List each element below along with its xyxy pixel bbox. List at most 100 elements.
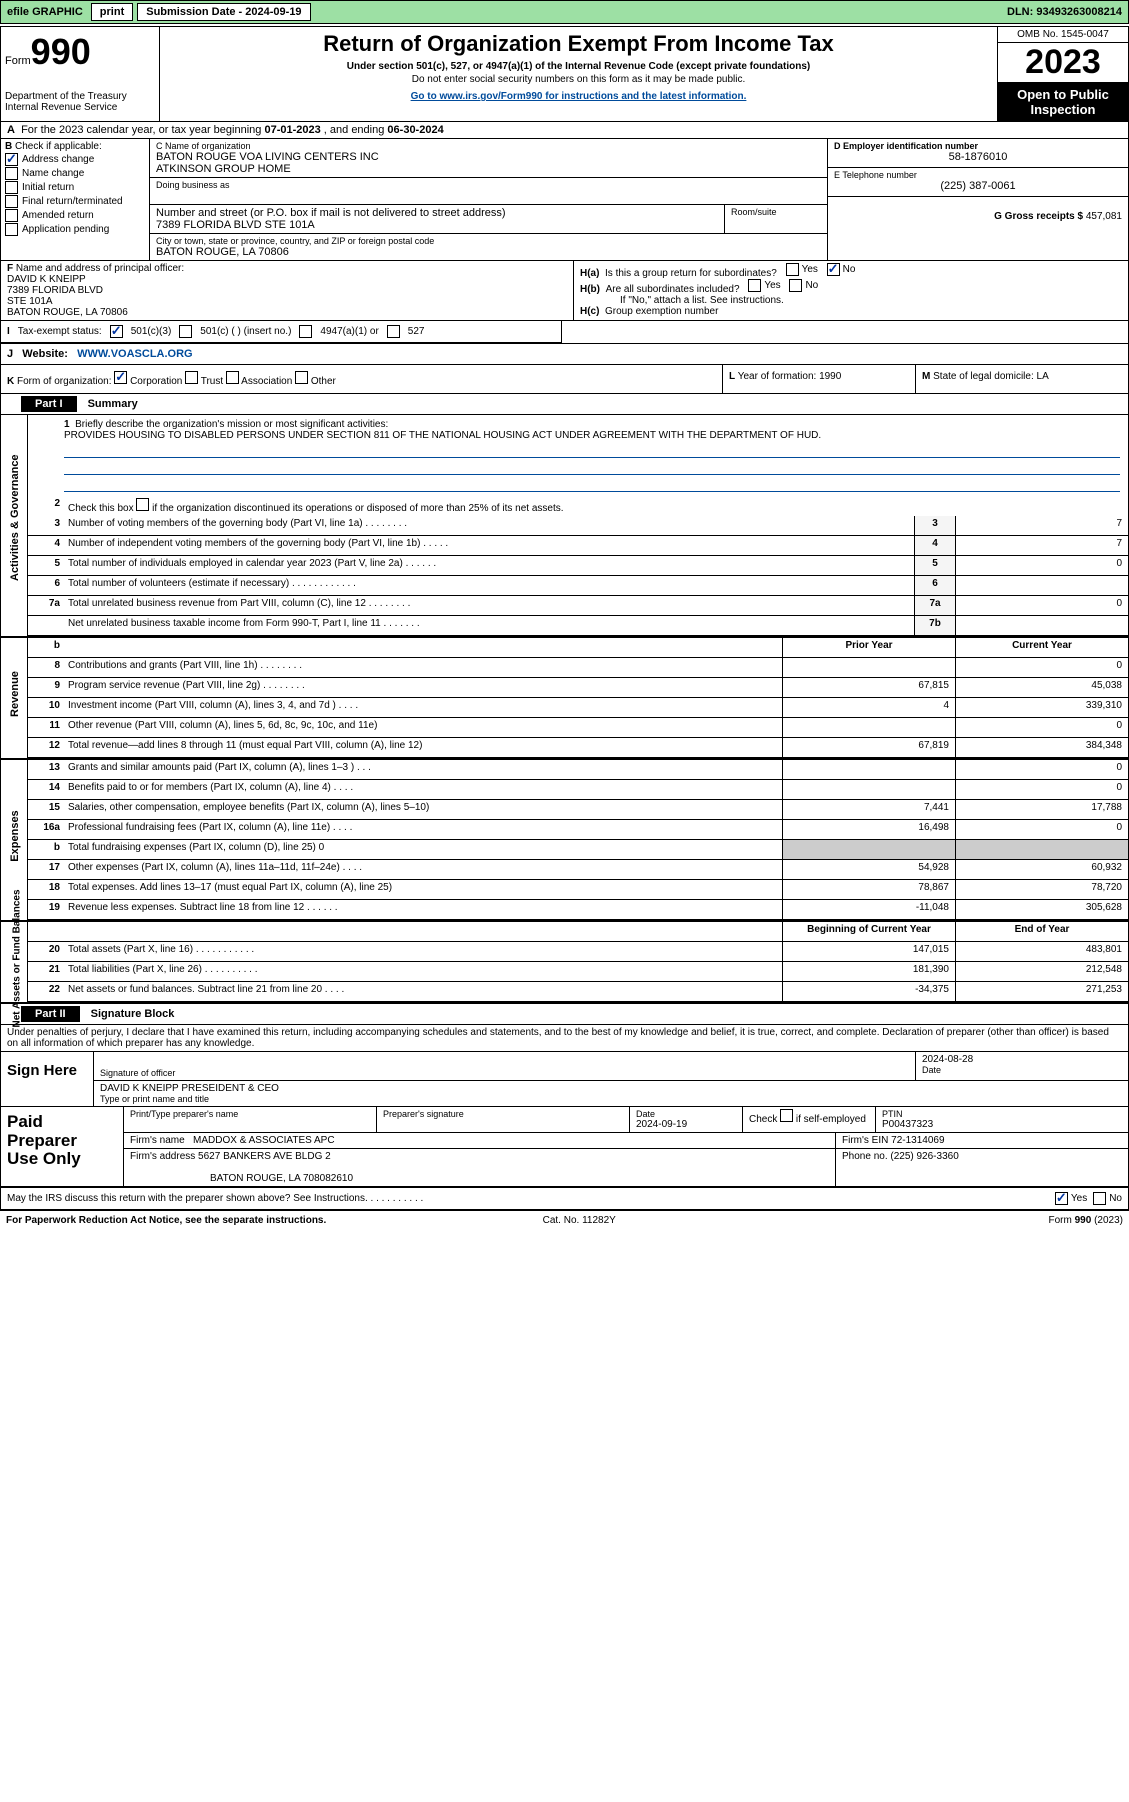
- chk-amended-return[interactable]: Amended return: [5, 209, 145, 222]
- summary-line: 7aTotal unrelated business revenue from …: [28, 596, 1128, 616]
- chk-other[interactable]: [295, 371, 308, 384]
- summary-line: 8Contributions and grants (Part VIII, li…: [28, 658, 1128, 678]
- website-link[interactable]: WWW.VOASCLA.ORG: [77, 348, 193, 360]
- sign-here-block: Sign Here Signature of officer 2024-08-2…: [1, 1052, 1128, 1107]
- chk-501c[interactable]: [179, 325, 192, 338]
- checkbox-icon: [789, 279, 802, 292]
- gross-receipts-cell: G Gross receipts $ 457,081: [828, 197, 1128, 237]
- checkbox-icon: [786, 263, 799, 276]
- tax-exempt-status: I Tax-exempt status: 501(c)(3) 501(c) ( …: [1, 321, 561, 343]
- form-container: Form990 Department of the Treasury Inter…: [0, 26, 1129, 1211]
- chk-discontinued[interactable]: [136, 498, 149, 511]
- header-left: Form990 Department of the Treasury Inter…: [1, 27, 160, 121]
- checkbox-icon: [5, 153, 18, 166]
- omb-number: OMB No. 1545-0047: [998, 27, 1128, 43]
- checkbox-icon: [827, 263, 840, 276]
- chk-4947[interactable]: [299, 325, 312, 338]
- checkbox-icon: [5, 195, 18, 208]
- form-subtitle2: Do not enter social security numbers on …: [164, 74, 993, 85]
- page-footer: For Paperwork Reduction Act Notice, see …: [0, 1211, 1129, 1230]
- discuss-no[interactable]: No: [1093, 1192, 1122, 1205]
- chk-initial-return[interactable]: Initial return: [5, 181, 145, 194]
- part2-badge: Part II: [21, 1006, 80, 1022]
- line-a: A For the 2023 calendar year, or tax yea…: [1, 122, 1128, 139]
- summary-line: 4Number of independent voting members of…: [28, 536, 1128, 556]
- summary-line: 10Investment income (Part VIII, column (…: [28, 698, 1128, 718]
- efile-label: efile GRAPHIC: [1, 6, 89, 18]
- line-2: 2 Check this box if the organization dis…: [28, 496, 1128, 516]
- vlabel-activities: Activities & Governance: [1, 415, 28, 636]
- city-cell: City or town, state or province, country…: [150, 234, 827, 260]
- dln-label: DLN: 93493263008214: [1001, 6, 1128, 18]
- chk-527[interactable]: [387, 325, 400, 338]
- discuss-yes[interactable]: Yes: [1055, 1192, 1087, 1205]
- sign-here-label: Sign Here: [1, 1052, 94, 1106]
- chk-association[interactable]: [226, 371, 239, 384]
- group-return-section: H(a) Is this a group return for subordin…: [574, 261, 1128, 320]
- summary-line: 9Program service revenue (Part VIII, lin…: [28, 678, 1128, 698]
- col-deg: D Employer identification number 58-1876…: [828, 139, 1128, 260]
- summary-line: bTotal fundraising expenses (Part IX, co…: [28, 840, 1128, 860]
- vlabel-revenue: Revenue: [1, 638, 28, 758]
- block-bcdeg: B Check if applicable: Address change Na…: [1, 139, 1128, 261]
- instructions-link[interactable]: www.irs.gov/Form990: [439, 91, 542, 102]
- chk-application-pending[interactable]: Application pending: [5, 223, 145, 236]
- chk-address-change[interactable]: Address change: [5, 153, 145, 166]
- summary-line: 13Grants and similar amounts paid (Part …: [28, 760, 1128, 780]
- hb-yes[interactable]: Yes: [748, 279, 780, 292]
- year-formation: L Year of formation: 1990: [723, 365, 916, 393]
- net-assets-section: Net Assets or Fund Balances Beginning of…: [1, 922, 1128, 1004]
- revenue-section: Revenue b Prior Year Current Year 8Contr…: [1, 638, 1128, 760]
- summary-line: 22Net assets or fund balances. Subtract …: [28, 982, 1128, 1002]
- form-header: Form990 Department of the Treasury Inter…: [1, 27, 1128, 122]
- top-bar: efile GRAPHIC print Submission Date - 20…: [0, 0, 1129, 24]
- hb-no[interactable]: No: [789, 279, 818, 292]
- checkbox-icon: [5, 209, 18, 222]
- ha-yes[interactable]: Yes: [786, 263, 818, 276]
- chk-501c3[interactable]: [110, 325, 123, 338]
- summary-line: Net unrelated business taxable income fr…: [28, 616, 1128, 636]
- summary-line: 3Number of voting members of the governi…: [28, 516, 1128, 536]
- summary-line: 6Total number of volunteers (estimate if…: [28, 576, 1128, 596]
- instructions-link-row: Go to www.irs.gov/Form990 for instructio…: [164, 91, 993, 102]
- principal-officer: F Name and address of principal officer:…: [1, 261, 574, 320]
- header-mid: Return of Organization Exempt From Incom…: [160, 27, 998, 121]
- paid-preparer-block: Paid Preparer Use Only Print/Type prepar…: [1, 1107, 1128, 1188]
- checkbox-icon: [748, 279, 761, 292]
- chk-self-employed[interactable]: [780, 1109, 793, 1122]
- activities-governance: Activities & Governance 1 Briefly descri…: [1, 415, 1128, 638]
- summary-line: 20Total assets (Part X, line 16) . . . .…: [28, 942, 1128, 962]
- perjury-statement: Under penalties of perjury, I declare th…: [1, 1025, 1128, 1052]
- part1-title: Summary: [88, 398, 138, 410]
- summary-line: 21Total liabilities (Part X, line 26) . …: [28, 962, 1128, 982]
- print-button[interactable]: print: [91, 3, 133, 21]
- part2-header-row: Part II Signature Block: [1, 1004, 1128, 1025]
- paid-preparer-label: Paid Preparer Use Only: [1, 1107, 124, 1186]
- summary-line: 5Total number of individuals employed in…: [28, 556, 1128, 576]
- tax-year: 2023: [998, 43, 1128, 83]
- public-inspection: Open to Public Inspection: [998, 83, 1128, 121]
- chk-corporation[interactable]: [114, 371, 127, 384]
- part1-badge: Part I: [21, 396, 77, 412]
- catalog-number: Cat. No. 11282Y: [543, 1215, 616, 1226]
- submission-date-button[interactable]: Submission Date - 2024-09-19: [137, 3, 310, 21]
- chk-trust[interactable]: [185, 371, 198, 384]
- paperwork-notice: For Paperwork Reduction Act Notice, see …: [6, 1215, 326, 1226]
- part1-header-row: Part I Summary: [1, 394, 1128, 415]
- summary-line: 15Salaries, other compensation, employee…: [28, 800, 1128, 820]
- prep-row-1: Print/Type preparer's name Preparer's si…: [124, 1107, 1128, 1133]
- chk-final-return[interactable]: Final return/terminated: [5, 195, 145, 208]
- summary-line: 19Revenue less expenses. Subtract line 1…: [28, 900, 1128, 920]
- checkbox-icon: [5, 181, 18, 194]
- chk-name-change[interactable]: Name change: [5, 167, 145, 180]
- revenue-header-row: b Prior Year Current Year: [28, 638, 1128, 658]
- ha-no[interactable]: No: [827, 263, 856, 276]
- prep-row-2: Firm's name MADDOX & ASSOCIATES APC Firm…: [124, 1133, 1128, 1149]
- prep-row-3: Firm's address 5627 BANKERS AVE BLDG 2 B…: [124, 1149, 1128, 1186]
- section-i: I Tax-exempt status: 501(c)(3) 501(c) ( …: [1, 321, 1128, 344]
- na-header-row: Beginning of Current Year End of Year: [28, 922, 1128, 942]
- form-title: Return of Organization Exempt From Incom…: [164, 31, 993, 57]
- summary-line: 12Total revenue—add lines 8 through 11 (…: [28, 738, 1128, 758]
- website-row: J Website: WWW.VOASCLA.ORG: [1, 344, 1128, 365]
- section-klm: K Form of organization: Corporation Trus…: [1, 365, 1128, 394]
